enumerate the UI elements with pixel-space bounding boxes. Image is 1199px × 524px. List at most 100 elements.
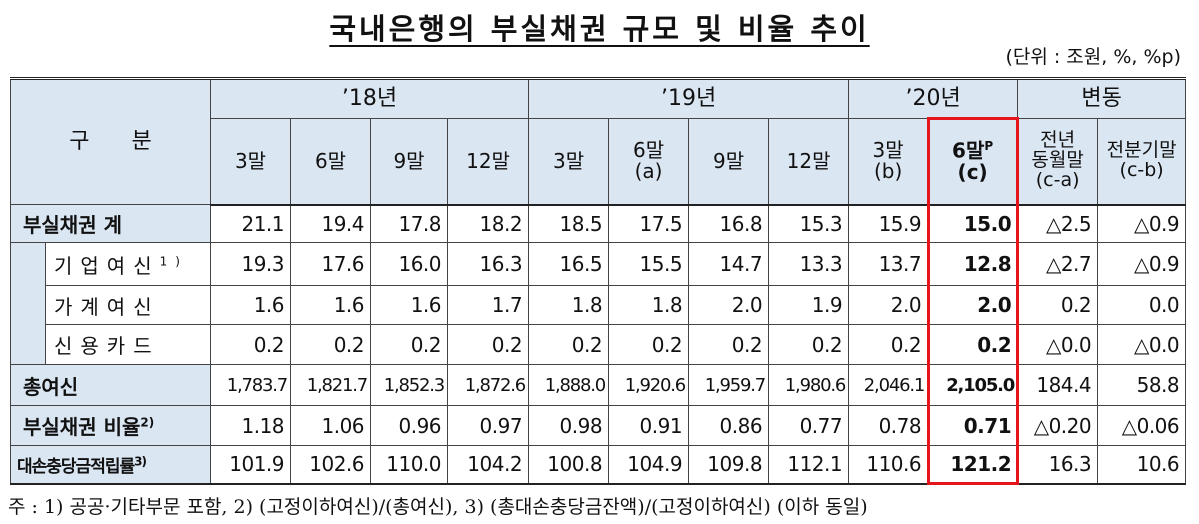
cell: 15.3 [768, 204, 850, 243]
cell: 17.6 [290, 242, 372, 286]
row-label-text: 부실채권 비율 [23, 415, 141, 439]
column-header: 3말 [528, 118, 610, 206]
cell: △2.5 [1017, 204, 1099, 243]
column-header: 9말 [370, 118, 449, 206]
cell: 0.2 [447, 324, 530, 365]
cell: 2,105.0 [927, 364, 1019, 406]
cell: 0.91 [608, 405, 690, 446]
cell: 19.3 [210, 242, 292, 286]
column-header: 전년 동월말 (c-a) [1017, 118, 1099, 206]
cell: 16.5 [528, 242, 610, 286]
cell: 1.8 [608, 285, 690, 325]
group-header: ’19년 [528, 78, 850, 119]
column-header-line: 전분기말 [1106, 139, 1177, 162]
column-header-line: 9말 [713, 148, 745, 173]
column-header-line: 6말 [633, 138, 665, 163]
cell: 121.2 [927, 445, 1019, 484]
cell: 0.2 [927, 324, 1019, 365]
cell: 21.1 [210, 204, 292, 243]
cell: 0.2 [370, 324, 449, 365]
superscript: P [984, 138, 994, 153]
cell: 15.0 [927, 204, 1019, 243]
cell: △0.9 [1097, 242, 1187, 286]
column-header: 6말P (c) [927, 118, 1019, 206]
cell: 16.3 [447, 242, 530, 286]
data-table: 구 분 ’18년 ’19년 ’20년 변동 3말 6말 9말 12말 3말 6말 (a) 9말 12말 3말… [9, 77, 1187, 485]
row-label-text: 대손충당금적립률 [17, 456, 135, 477]
column-header: 6말 [290, 118, 372, 206]
cell: 58.8 [1097, 364, 1187, 406]
column-header-line: 12말 [786, 148, 831, 173]
corner-header: 구 분 [9, 78, 212, 205]
cell: 104.2 [447, 445, 530, 484]
cell: 2.0 [927, 285, 1019, 325]
cell: 0.2 [848, 324, 929, 365]
cell: 184.4 [1017, 364, 1099, 406]
cell: 1,959.7 [688, 364, 770, 406]
column-header: 3말 [210, 118, 292, 206]
cell: 101.9 [210, 445, 292, 484]
cell: 1,872.6 [447, 364, 530, 406]
title: 국내은행의 부실채권 규모 및 비율 추이 [329, 12, 870, 46]
cell: △0.0 [1097, 324, 1187, 365]
cell: 0.2 [210, 324, 292, 365]
cell: 16.0 [370, 242, 449, 286]
cell: 104.9 [608, 445, 690, 484]
cell: 2,046.1 [848, 364, 929, 406]
cell: 1,980.6 [768, 364, 850, 406]
cell: 0.2 [1017, 285, 1099, 325]
cell: 10.6 [1097, 445, 1187, 484]
group-header: ’18년 [210, 78, 530, 119]
cell: 1.7 [447, 285, 530, 325]
cell: 17.8 [370, 204, 449, 243]
row-label: 기업여신1) [44, 242, 212, 286]
cell: 15.5 [608, 242, 690, 286]
cell: 17.5 [608, 204, 690, 243]
column-header-line: 3말 [553, 148, 585, 173]
column-header-line: (a) [634, 159, 663, 184]
cell: 109.8 [688, 445, 770, 484]
column-header-line: (c-b) [1119, 159, 1164, 182]
cell: 18.5 [528, 204, 610, 243]
cell: 1,821.7 [290, 364, 372, 406]
row-label: 신용카드 [44, 324, 212, 365]
column-header: 12말 [768, 118, 850, 206]
cell: 1.06 [290, 405, 372, 446]
cell: 1.18 [210, 405, 292, 446]
cell: 14.7 [688, 242, 770, 286]
indent [10, 285, 46, 325]
cell: 16.8 [688, 204, 770, 243]
cell: 1,852.3 [370, 364, 449, 406]
cell: △0.20 [1017, 405, 1099, 446]
row-label: 가계여신 [44, 285, 212, 325]
cell: 15.9 [848, 204, 929, 243]
cell: 1,783.7 [210, 364, 292, 406]
cell: 0.2 [528, 324, 610, 365]
cell: 16.3 [1017, 445, 1099, 484]
column-header: 6말 (a) [608, 118, 690, 206]
column-header-line: 동월말 [1031, 149, 1084, 172]
cell: 1.9 [768, 285, 850, 325]
cell: 1.6 [290, 285, 372, 325]
row-label: 총여신 [9, 364, 212, 406]
cell: 0.0 [1097, 285, 1187, 325]
row-label-text: 부실채권 계 [23, 213, 122, 237]
indent [10, 324, 46, 365]
unit-note: (단위 : 조원, %, %p) [1005, 46, 1181, 68]
cell: △0.9 [1097, 204, 1187, 243]
cell: 0.2 [608, 324, 690, 365]
cell: 110.0 [370, 445, 449, 484]
row-note: 1) [159, 253, 188, 268]
column-header-line: 전년 [1040, 129, 1076, 152]
cell: 102.6 [290, 445, 372, 484]
column-header-line: 3말 [234, 148, 267, 173]
row-label-text: 총여신 [23, 374, 79, 399]
column-header: 12말 [447, 118, 530, 206]
row-label: 부실채권 비율2) [9, 405, 212, 446]
indent [10, 242, 46, 286]
group-header: ’20년 [848, 78, 1019, 119]
row-note: 3) [134, 454, 147, 469]
cell: 0.96 [370, 405, 449, 446]
cell: 1.6 [370, 285, 449, 325]
